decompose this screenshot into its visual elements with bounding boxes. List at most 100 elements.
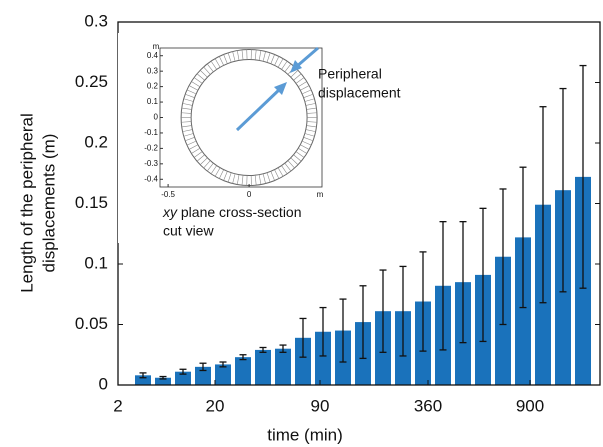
inset-hatch [227,172,232,183]
inset-hatch [182,103,193,106]
inset-hatch [300,85,310,91]
inset-hatch [185,137,195,142]
inset-y-tick-label: 0 [154,113,159,122]
inset-hatch [293,154,302,162]
inset-hatch [295,77,305,84]
x-tick-label: 360 [414,396,442,415]
inset-unit: m [153,42,160,51]
inset-hatch [219,56,224,66]
inset-hatch [266,52,271,63]
inset-hatch [223,54,228,64]
inset-hatch [305,103,316,106]
caption-text: plane cross-section [177,204,302,220]
inset-hatch [277,167,284,177]
inset-hatch [236,50,240,61]
inset-caption: cut view [163,223,214,239]
bar [235,357,251,385]
error-bar [359,285,367,360]
inset-hatch [301,140,312,146]
bar [255,349,271,385]
arrow [295,46,319,69]
inset-hatch [182,129,193,132]
inset-hatch [304,133,315,137]
inset-hatch [186,89,197,95]
inset-hatch [274,56,280,66]
y-axis-label: displacements (m) [39,134,58,273]
x-axis-label: time (min) [267,425,343,444]
inset-hatch [181,121,192,123]
y-tick-label: 0.3 [84,11,108,30]
y-tick-label: 0.1 [84,253,108,272]
inset-hatch [262,51,266,62]
bar [155,377,171,385]
inset-hatch [295,151,305,158]
error-bar [479,207,487,343]
inset-hatch [191,81,201,88]
error-bar [379,269,387,353]
error-bar [419,251,427,352]
inset-hatch [290,157,299,165]
inset-hatch [227,52,232,63]
inset-hatch [181,125,192,128]
error-bar [259,346,267,353]
error-bar [199,362,207,372]
inset-hatch [298,147,307,154]
annotation: displacement [318,85,401,101]
inset-x-tick-label: 0 [247,190,252,199]
inset-y-tick-label: -0.4 [144,174,158,183]
inset-hatch [300,144,310,150]
inset-hatch [258,174,262,185]
error-bar [299,317,307,358]
error-bar [399,265,407,357]
arrow-head [290,60,302,73]
inset-hatch [262,173,266,184]
inset-hatch [214,58,221,68]
inset-hatch [241,49,244,60]
inset-hatch [188,144,199,150]
caption-italic: xy [162,204,178,220]
inset-hatch [196,73,205,81]
error-bar [139,372,147,379]
inset-hatch [303,93,314,98]
inset-hatch [293,73,302,81]
inset-hatch [258,50,262,61]
inset-hatch [270,171,275,181]
inset-y-tick-label: -0.2 [144,143,158,152]
inset-y-tick-label: 0.2 [147,82,159,91]
inset-hatch [241,175,244,186]
bar [215,364,231,385]
y-tick-label: 0 [99,374,108,393]
inset-hatch [188,85,199,91]
inset-hatch [193,77,203,84]
inset-hatch [306,125,317,128]
inset-hatch [281,165,288,175]
inset-hatch [183,98,194,102]
error-bar [559,87,567,293]
bar [135,375,151,385]
inset-y-tick-label: -0.3 [144,159,158,168]
inset-hatch [199,70,208,78]
inset-hatch [181,112,192,114]
error-bar [499,188,507,326]
inset-hatch [298,81,307,88]
error-bar [279,344,287,353]
inset-hatch [191,147,201,154]
inset-hatch [185,93,195,98]
inset-hatch [290,70,299,78]
inset-x-tick-label: -0.5 [161,190,175,199]
x-tick-label: 90 [311,396,330,415]
x-tick-label: 2 [113,396,122,415]
bar [175,371,191,385]
inset-hatch [210,165,217,175]
y-tick-label: 0.15 [75,193,108,212]
inset-hatch [193,151,203,158]
inset-hatch [210,60,217,70]
inset-hatch [196,154,205,162]
x-tick-label: 20 [206,396,225,415]
inset-y-tick-label: 0.1 [147,97,159,106]
inset-hatch [274,169,280,179]
inset-hatch [223,171,228,181]
inset-caption: xy plane cross-section [162,204,302,220]
error-bar [239,354,247,361]
